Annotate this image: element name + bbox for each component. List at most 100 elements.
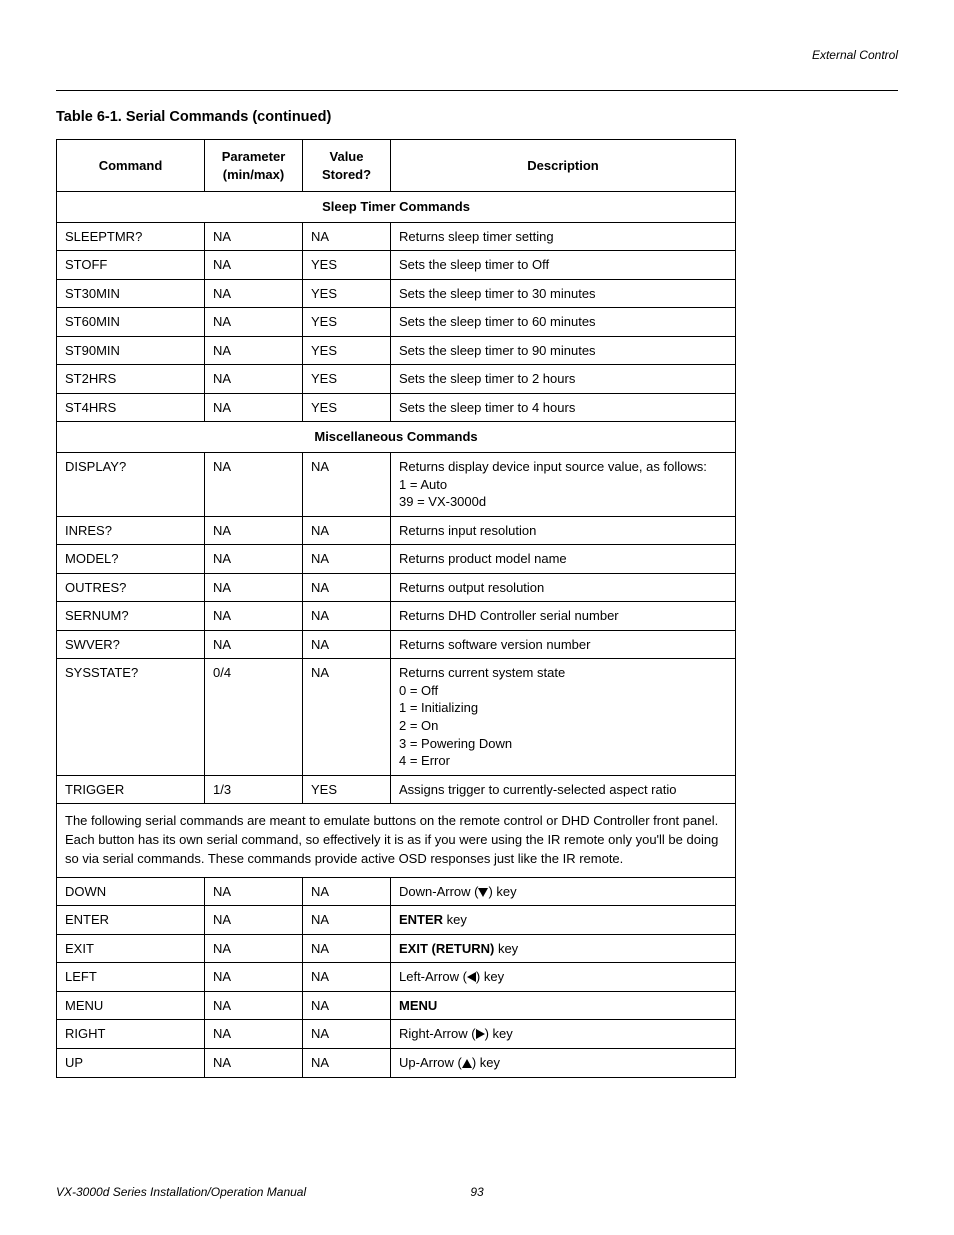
cell-desc: Returns display device input source valu…	[391, 453, 736, 517]
table-row: ST2HRSNAYESSets the sleep timer to 2 hou…	[57, 365, 736, 394]
col-header-value-stored: Value Stored?	[303, 140, 391, 192]
cell-cmd: TRIGGER	[57, 775, 205, 804]
cell-stored: NA	[303, 545, 391, 574]
cell-param: NA	[205, 222, 303, 251]
cell-cmd: STOFF	[57, 251, 205, 280]
cell-cmd: SYSSTATE?	[57, 659, 205, 775]
cell-desc: Sets the sleep timer to 30 minutes	[391, 279, 736, 308]
section-sleep-timer-cell: Sleep Timer Commands	[57, 192, 736, 223]
cell-desc: Returns software version number	[391, 630, 736, 659]
cell-param: NA	[205, 308, 303, 337]
cell-param: NA	[205, 991, 303, 1020]
cell-stored: YES	[303, 775, 391, 804]
cell-cmd: ENTER	[57, 906, 205, 935]
table-row: TRIGGER1/3YESAssigns trigger to currentl…	[57, 775, 736, 804]
cell-param: NA	[205, 516, 303, 545]
table-header-row: Command Parameter (min/max) Value Stored…	[57, 140, 736, 192]
cell-cmd: ST30MIN	[57, 279, 205, 308]
cell-cmd: UP	[57, 1049, 205, 1078]
table-row: LEFTNANALeft-Arrow () key	[57, 963, 736, 992]
cell-cmd: MODEL?	[57, 545, 205, 574]
cell-param: NA	[205, 573, 303, 602]
cell-param: NA	[205, 934, 303, 963]
right-arrow-icon	[476, 1029, 485, 1039]
cell-stored: NA	[303, 1020, 391, 1049]
footer-manual-title: VX-3000d Series Installation/Operation M…	[56, 1185, 306, 1199]
cell-param: NA	[205, 251, 303, 280]
table-row: ST90MINNAYESSets the sleep timer to 90 m…	[57, 336, 736, 365]
table-row: SERNUM?NANAReturns DHD Controller serial…	[57, 602, 736, 631]
table-row: STOFFNAYESSets the sleep timer to Off	[57, 251, 736, 280]
table-row: EXITNANAEXIT (RETURN) key	[57, 934, 736, 963]
cell-cmd: RIGHT	[57, 1020, 205, 1049]
cell-cmd: SWVER?	[57, 630, 205, 659]
table-row: ST30MINNAYESSets the sleep timer to 30 m…	[57, 279, 736, 308]
table-row: SWVER?NANAReturns software version numbe…	[57, 630, 736, 659]
cell-param: NA	[205, 336, 303, 365]
section-sleep-timer: Sleep Timer Commands	[57, 192, 736, 223]
table-row: ENTERNANAENTER key	[57, 906, 736, 935]
cell-cmd: DOWN	[57, 877, 205, 906]
header-rule	[56, 90, 898, 91]
table-row: ST4HRSNAYESSets the sleep timer to 4 hou…	[57, 393, 736, 422]
bold-label: EXIT (RETURN)	[399, 941, 494, 956]
cell-desc: EXIT (RETURN) key	[391, 934, 736, 963]
table-row: ST60MINNAYESSets the sleep timer to 60 m…	[57, 308, 736, 337]
table-row: MODEL?NANAReturns product model name	[57, 545, 736, 574]
table-row: DISPLAY?NANAReturns display device input…	[57, 453, 736, 517]
cell-desc: Returns input resolution	[391, 516, 736, 545]
cell-stored: YES	[303, 251, 391, 280]
cell-param: 1/3	[205, 775, 303, 804]
cell-cmd: SLEEPTMR?	[57, 222, 205, 251]
cell-param: NA	[205, 906, 303, 935]
cell-param: NA	[205, 365, 303, 394]
cell-param: NA	[205, 453, 303, 517]
cell-param: NA	[205, 630, 303, 659]
cell-desc: Returns DHD Controller serial number	[391, 602, 736, 631]
footer-page-number: 93	[470, 1185, 483, 1199]
cell-stored: NA	[303, 1049, 391, 1078]
cell-desc: Left-Arrow () key	[391, 963, 736, 992]
cell-desc: Up-Arrow () key	[391, 1049, 736, 1078]
cell-stored: NA	[303, 877, 391, 906]
cell-desc: Right-Arrow () key	[391, 1020, 736, 1049]
cell-stored: NA	[303, 602, 391, 631]
cell-stored: YES	[303, 308, 391, 337]
left-arrow-icon	[467, 972, 476, 982]
cell-cmd: LEFT	[57, 963, 205, 992]
down-arrow-icon	[478, 888, 488, 897]
cell-param: NA	[205, 877, 303, 906]
col-header-command: Command	[57, 140, 205, 192]
cell-cmd: MENU	[57, 991, 205, 1020]
cell-stored: NA	[303, 963, 391, 992]
table-row: UPNANAUp-Arrow () key	[57, 1049, 736, 1078]
cell-stored: NA	[303, 453, 391, 517]
table-row: MENUNANAMENU	[57, 991, 736, 1020]
table-row: DOWNNANADown-Arrow () key	[57, 877, 736, 906]
cell-desc: Returns current system state 0 = Off 1 =…	[391, 659, 736, 775]
up-arrow-icon	[462, 1059, 472, 1068]
table-row: RIGHTNANARight-Arrow () key	[57, 1020, 736, 1049]
cell-desc: Returns product model name	[391, 545, 736, 574]
col-header-parameter: Parameter (min/max)	[205, 140, 303, 192]
cell-stored: YES	[303, 365, 391, 394]
page-footer: VX-3000d Series Installation/Operation M…	[56, 1185, 898, 1199]
cell-desc: Sets the sleep timer to 90 minutes	[391, 336, 736, 365]
note-row: The following serial commands are meant …	[57, 804, 736, 878]
cell-desc: MENU	[391, 991, 736, 1020]
table-row: SYSSTATE?0/4NAReturns current system sta…	[57, 659, 736, 775]
cell-desc: Sets the sleep timer to 60 minutes	[391, 308, 736, 337]
table-title: Table 6-1. Serial Commands (continued)	[56, 109, 898, 125]
cell-cmd: SERNUM?	[57, 602, 205, 631]
cell-desc: Sets the sleep timer to Off	[391, 251, 736, 280]
serial-commands-table: Command Parameter (min/max) Value Stored…	[56, 139, 736, 1078]
cell-param: NA	[205, 393, 303, 422]
cell-desc: ENTER key	[391, 906, 736, 935]
section-miscellaneous-cell: Miscellaneous Commands	[57, 422, 736, 453]
cell-desc: Returns output resolution	[391, 573, 736, 602]
note-cell: The following serial commands are meant …	[57, 804, 736, 878]
cell-stored: NA	[303, 630, 391, 659]
cell-stored: NA	[303, 516, 391, 545]
cell-cmd: EXIT	[57, 934, 205, 963]
cell-stored: NA	[303, 573, 391, 602]
